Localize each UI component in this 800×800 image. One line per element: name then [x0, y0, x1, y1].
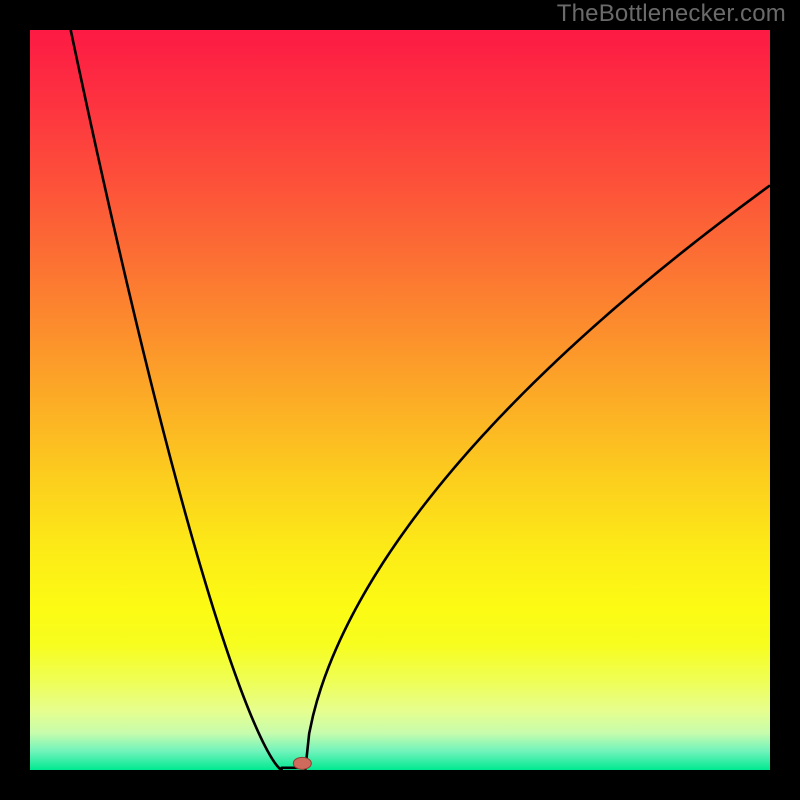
bottleneck-curve [71, 30, 770, 770]
plot-area [30, 30, 770, 770]
apex-marker [293, 757, 311, 769]
chart-stage: TheBottlenecker.com [0, 0, 800, 800]
curve-layer [30, 30, 770, 770]
watermark-text: TheBottlenecker.com [557, 0, 786, 28]
